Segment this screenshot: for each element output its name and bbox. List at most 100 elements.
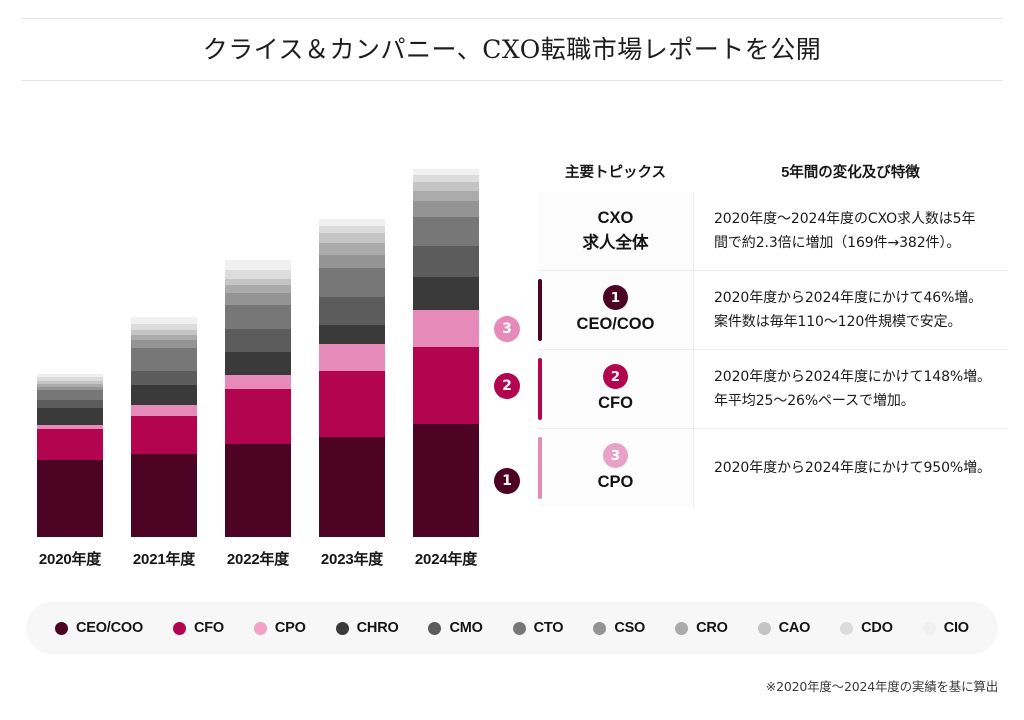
bar-segment-cio[interactable]	[131, 317, 197, 324]
stacked-bar[interactable]	[319, 218, 385, 537]
stacked-bar[interactable]	[37, 374, 103, 537]
bar-segment-cio[interactable]	[413, 168, 479, 175]
bar-segment-cfo[interactable]	[319, 371, 385, 437]
bar-segment-cto[interactable]	[319, 268, 385, 297]
legend-item-cio[interactable]: CIO	[922, 620, 969, 636]
bar-segment-cpo[interactable]	[225, 375, 291, 389]
bar-segment-cmo[interactable]	[413, 245, 479, 277]
table-row[interactable]: CXO 求人全体 2020年度〜2024年度のCXO求人数は5年 間で約2.3倍に増加…	[538, 192, 1008, 270]
chart-callout-badge-3[interactable]: 3	[494, 315, 520, 342]
row-badge-2: 2	[603, 364, 628, 390]
legend-item-cfo[interactable]: CFO	[172, 620, 224, 636]
bar-segment-cmo[interactable]	[37, 400, 103, 408]
bar-segment-ceo-coo[interactable]	[225, 444, 291, 537]
stacked-bar[interactable]	[131, 317, 197, 537]
bar-segment-cdo[interactable]	[319, 225, 385, 234]
legend-item-cro[interactable]: CRO	[675, 620, 728, 636]
bar-segment-cso[interactable]	[413, 201, 479, 217]
bar-segment-chro[interactable]	[413, 276, 479, 311]
bar-segment-cso[interactable]	[319, 254, 385, 268]
bar-segment-cao[interactable]	[413, 182, 479, 191]
table-header-row: 主要トピックス 5年間の変化及び特徴	[538, 150, 1008, 192]
bar-segment-cto[interactable]	[413, 216, 479, 246]
chart-callout-badge-1[interactable]: 1	[494, 467, 520, 494]
detail-cell: 2020年度〜2024年度のCXO求人数は5年 間で約2.3倍に増加（169件→3…	[694, 192, 1008, 270]
bar-segment-chro[interactable]	[37, 407, 103, 426]
table-row[interactable]: 2 CFO 2020年度から2024年度にかけて148%増。 年平均25〜26%ペース…	[538, 350, 1008, 428]
table-row[interactable]: 3 CPO 2020年度から2024年度にかけて950%増。	[538, 429, 1008, 507]
detail-text: 2020年度〜2024年度のCXO求人数は5年	[714, 210, 976, 227]
legend-item-ceo-coo[interactable]: CEO/COO	[54, 620, 143, 636]
bar-segment-cmo[interactable]	[319, 296, 385, 325]
topics-table: 主要トピックス 5年間の変化及び特徴 CXO 求人全体 2020年度〜2024年度の…	[538, 150, 1008, 507]
stacked-bar[interactable]	[413, 168, 479, 537]
bar-segment-ceo-coo[interactable]	[131, 454, 197, 537]
row-accent-bar	[538, 358, 542, 420]
bar-segment-cso[interactable]	[37, 386, 103, 390]
bar-segment-chro[interactable]	[131, 384, 197, 405]
legend-color-dot	[840, 621, 854, 635]
stacked-bar-chart: 2020年度 2021年度 2022年度 2023年度 2024年度 1 2 3	[24, 120, 524, 575]
legend-color-dot	[512, 621, 526, 635]
detail-text: 2020年度から2024年度にかけて46%増。	[714, 289, 983, 306]
bar-segment-cao[interactable]	[37, 380, 103, 384]
row-badge-1: 1	[603, 285, 628, 311]
stacked-bar[interactable]	[225, 260, 291, 537]
legend-item-cto[interactable]: CTO	[512, 620, 564, 636]
chart-callout-badge-2[interactable]: 2	[494, 372, 520, 399]
bar-segment-cmo[interactable]	[131, 371, 197, 385]
legend-item-cao[interactable]: CAO	[757, 620, 811, 636]
bar-segment-cao[interactable]	[225, 278, 291, 286]
bar-segment-cdo[interactable]	[225, 269, 291, 279]
legend-item-cmo[interactable]: CMO	[428, 620, 483, 636]
legend-item-cpo[interactable]: CPO	[253, 620, 306, 636]
detail-cell: 2020年度から2024年度にかけて950%増。	[694, 429, 1008, 507]
bar-segment-cdo[interactable]	[37, 377, 103, 381]
bar-segment-cio[interactable]	[225, 260, 291, 270]
bar-segment-cao[interactable]	[131, 329, 197, 335]
table-body: CXO 求人全体 2020年度〜2024年度のCXO求人数は5年 間で約2.3倍に増加…	[538, 192, 1008, 507]
column-header-detail: 5年間の変化及び特徴	[781, 164, 920, 181]
bar-segment-cpo[interactable]	[413, 310, 479, 348]
bar-segment-cpo[interactable]	[131, 404, 197, 416]
bar-segment-cio[interactable]	[319, 218, 385, 226]
bar-segment-cro[interactable]	[413, 190, 479, 202]
bar-segment-cto[interactable]	[131, 348, 197, 372]
legend-item-cso[interactable]: CSO	[593, 620, 645, 636]
x-axis-label: 2023年度	[320, 551, 384, 568]
page-title: クライス＆カンパニー、CXO転職市場レポートを公開	[202, 35, 822, 64]
bar-segment-cdo[interactable]	[131, 323, 197, 330]
legend-item-cdo[interactable]: CDO	[840, 620, 893, 636]
detail-text: 2020年度から2024年度にかけて148%増。	[714, 368, 991, 385]
legend-item-chro[interactable]: CHRO	[335, 620, 399, 636]
bar-segment-cso[interactable]	[131, 340, 197, 349]
bar-segment-cfo[interactable]	[131, 415, 197, 455]
legend-label: CAO	[778, 620, 811, 636]
bar-segment-cpo[interactable]	[37, 425, 103, 430]
bar-segment-ceo-coo[interactable]	[37, 459, 103, 537]
legend-label: CMO	[449, 620, 483, 636]
bar-segment-cdo[interactable]	[413, 174, 479, 183]
bar-segment-cpo[interactable]	[319, 344, 385, 372]
bar-segment-cfo[interactable]	[413, 347, 479, 425]
bar-segment-cao[interactable]	[319, 233, 385, 243]
x-axis-label: 2024年度	[414, 551, 478, 568]
bar-segment-ceo-coo[interactable]	[413, 424, 479, 537]
bar-segment-chro[interactable]	[225, 351, 291, 376]
bar-segment-cro[interactable]	[131, 334, 197, 341]
bar-segment-cto[interactable]	[37, 389, 103, 401]
bar-segment-cmo[interactable]	[225, 328, 291, 352]
bar-segment-cto[interactable]	[225, 304, 291, 329]
detail-cell: 2020年度から2024年度にかけて148%増。 年平均25〜26%ペースで増加。	[694, 350, 1008, 428]
bar-segment-cfo[interactable]	[225, 388, 291, 445]
bar-segment-cio[interactable]	[37, 374, 103, 378]
bar-segment-cro[interactable]	[319, 242, 385, 255]
bar-segment-ceo-coo[interactable]	[319, 436, 385, 537]
detail-text: 間で約2.3倍に増加（169件→382件）。	[714, 235, 961, 251]
bar-segment-cso[interactable]	[225, 293, 291, 305]
bar-segment-cfo[interactable]	[37, 429, 103, 460]
bar-segment-cro[interactable]	[225, 285, 291, 294]
table-row[interactable]: 1 CEO/COO 2020年度から2024年度にかけて46%増。 案件数は毎年110…	[538, 271, 1008, 349]
bar-segment-cro[interactable]	[37, 383, 103, 387]
bar-segment-chro[interactable]	[319, 324, 385, 345]
